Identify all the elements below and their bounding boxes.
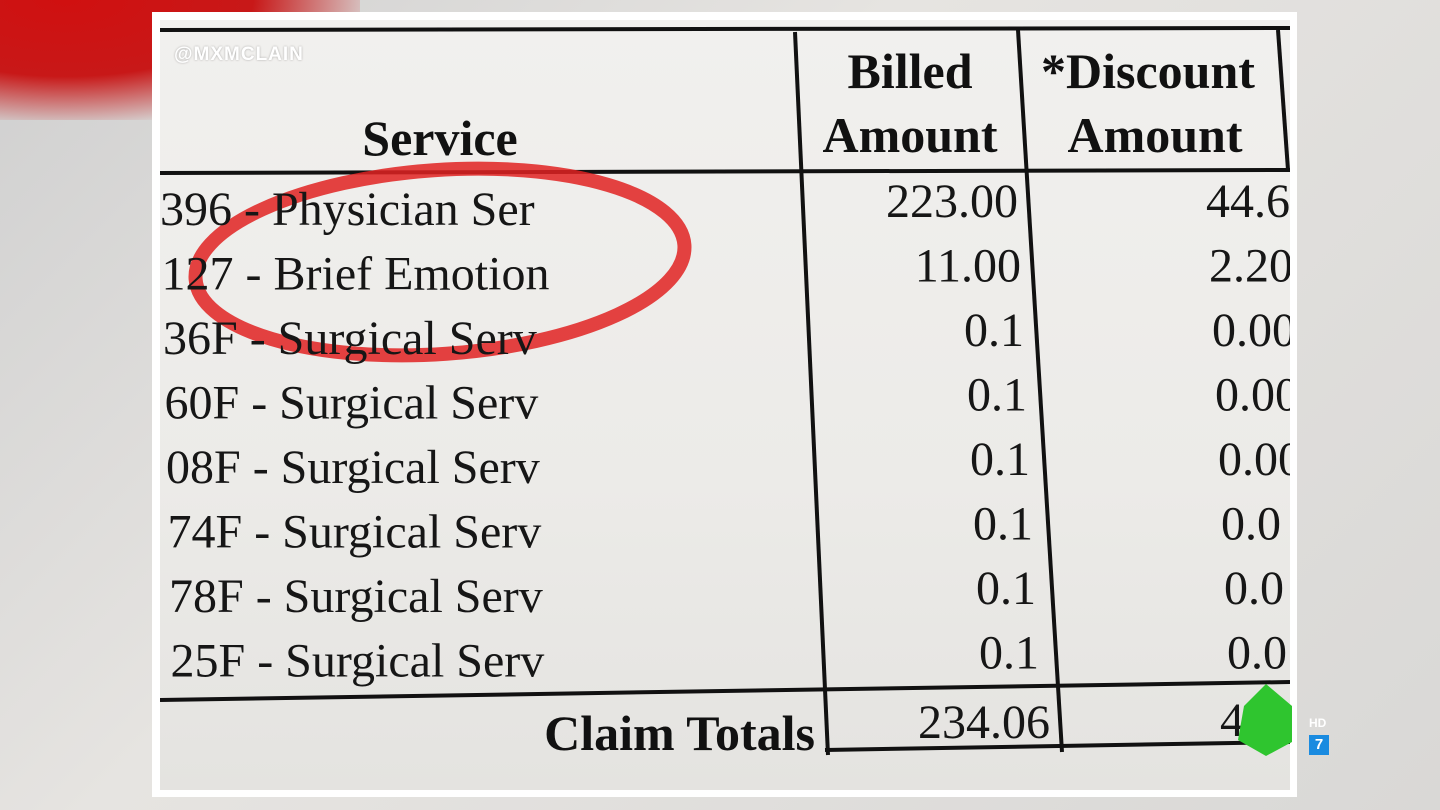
billed-cell: 0.1: [964, 304, 1024, 357]
billed-cell: 0.1: [973, 498, 1033, 551]
column-rule: [1016, 29, 1064, 753]
table-lines: [160, 26, 1290, 756]
billed-cell: 11.00: [915, 240, 1021, 293]
service-cell: 25F - Surgical Serv: [171, 635, 545, 688]
totals-discount: 46: [1220, 694, 1268, 747]
discount-cell: 0.0: [1227, 627, 1287, 680]
bill-photo: Service Billed Amount *Discount Amount 3…: [160, 20, 1290, 790]
service-cell: 127 - Brief Emotion: [162, 248, 550, 301]
billed-cell: 0.1: [970, 433, 1030, 486]
rule: [160, 680, 1290, 702]
header: Amount: [822, 107, 997, 163]
service-cell: 08F - Surgical Serv: [166, 441, 540, 494]
column-rule: [793, 31, 830, 756]
channel-number: 7: [1309, 735, 1329, 755]
rule: [160, 26, 1290, 32]
discount-cell: 0.00: [1218, 433, 1290, 486]
discount-cell: 0.0: [1221, 498, 1281, 551]
discount-cell: 0.00: [1212, 304, 1290, 357]
hd-label: HD: [1309, 716, 1327, 730]
billed-cell: 0.1: [976, 562, 1036, 615]
header: Service: [362, 110, 517, 166]
service-cell: 60F - Surgical Serv: [165, 377, 539, 430]
service-cell: 396 - Physician Ser: [160, 183, 535, 236]
watermark: @MXMCLAIN: [174, 44, 304, 65]
header: *Discount: [1041, 43, 1255, 99]
header: Billed: [847, 43, 972, 99]
bill-table: Service Billed Amount *Discount Amount 3…: [160, 26, 1290, 761]
service-cell: 78F - Surgical Serv: [169, 570, 543, 623]
rule: [160, 168, 1290, 175]
billed-cell: 223.00: [886, 175, 1018, 228]
discount-cell: 0.0: [1224, 562, 1284, 615]
service-cell: 36F - Surgical Serv: [163, 312, 537, 365]
discount-cell: 0.00: [1215, 369, 1290, 422]
totals-label: Claim Totals: [544, 705, 815, 761]
billed-cell: 0.1: [967, 369, 1027, 422]
service-cell: 74F - Surgical Serv: [168, 506, 542, 559]
discount-cell: 2.20: [1209, 240, 1290, 293]
rule: [824, 740, 1290, 752]
totals-billed: 234.06: [918, 696, 1050, 749]
billed-cell: 0.1: [979, 627, 1039, 680]
red-circle-annotation: [188, 161, 692, 363]
header: Amount: [1067, 107, 1242, 163]
discount-cell: 44.60: [1206, 175, 1290, 228]
column-rule: [1276, 29, 1290, 171]
